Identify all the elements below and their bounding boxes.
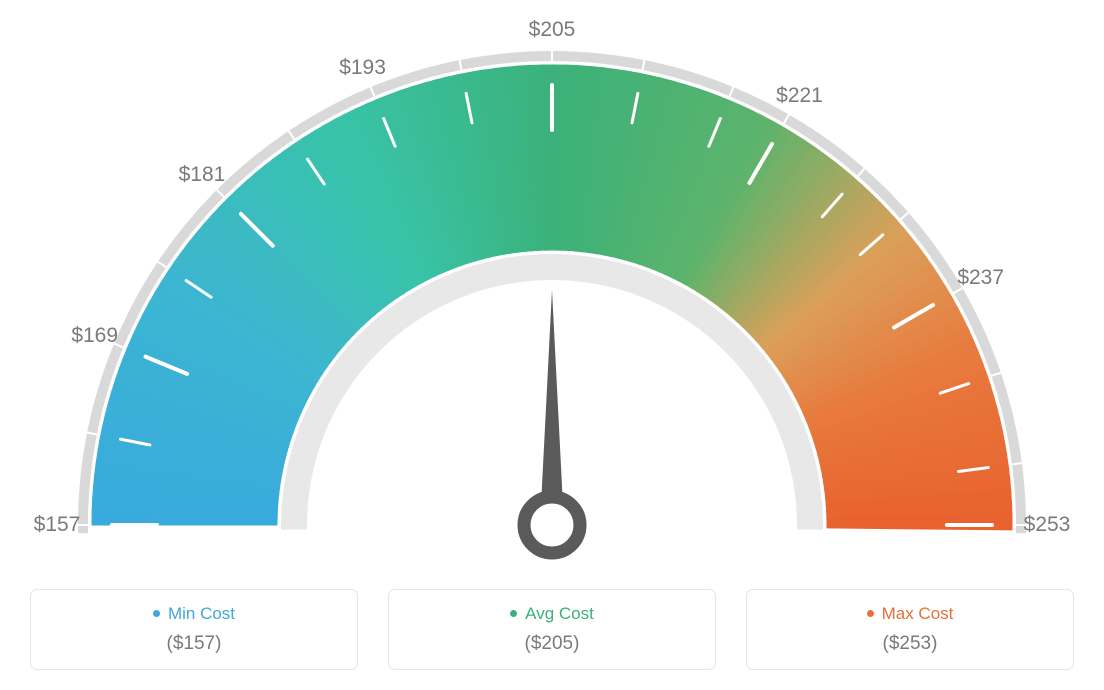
gauge-tick-label: $237	[957, 266, 1004, 290]
gauge-tick-label: $253	[1024, 513, 1071, 537]
min-cost-card: Min Cost ($157)	[30, 589, 358, 670]
gauge-tick-label: $205	[529, 18, 576, 42]
max-cost-card: Max Cost ($253)	[746, 589, 1074, 670]
gauge-tick-label: $157	[34, 513, 81, 537]
gauge-area: $157 $169 $181 $193 $205 $221 $237 $253	[0, 0, 1104, 570]
avg-cost-value: ($205)	[399, 633, 705, 655]
gauge-needle	[540, 290, 564, 525]
gauge-tick-label: $193	[339, 56, 386, 80]
gauge-svg	[0, 0, 1104, 570]
min-cost-value: ($157)	[41, 633, 347, 655]
avg-cost-card: Avg Cost ($205)	[388, 589, 716, 670]
avg-cost-label: Avg Cost	[510, 604, 594, 624]
gauge-tick-label: $169	[71, 324, 118, 348]
gauge-tick-label: $181	[179, 163, 226, 187]
gauge-tick-label: $221	[776, 84, 823, 108]
gauge-needle-hub	[524, 497, 580, 553]
chart-container: $157 $169 $181 $193 $205 $221 $237 $253 Min Cos…	[0, 0, 1104, 690]
max-cost-value: ($253)	[757, 633, 1063, 655]
min-cost-label: Min Cost	[153, 604, 235, 624]
summary-cards-row: Min Cost ($157) Avg Cost ($205) Max Cost…	[30, 589, 1074, 670]
max-cost-label: Max Cost	[867, 604, 954, 624]
